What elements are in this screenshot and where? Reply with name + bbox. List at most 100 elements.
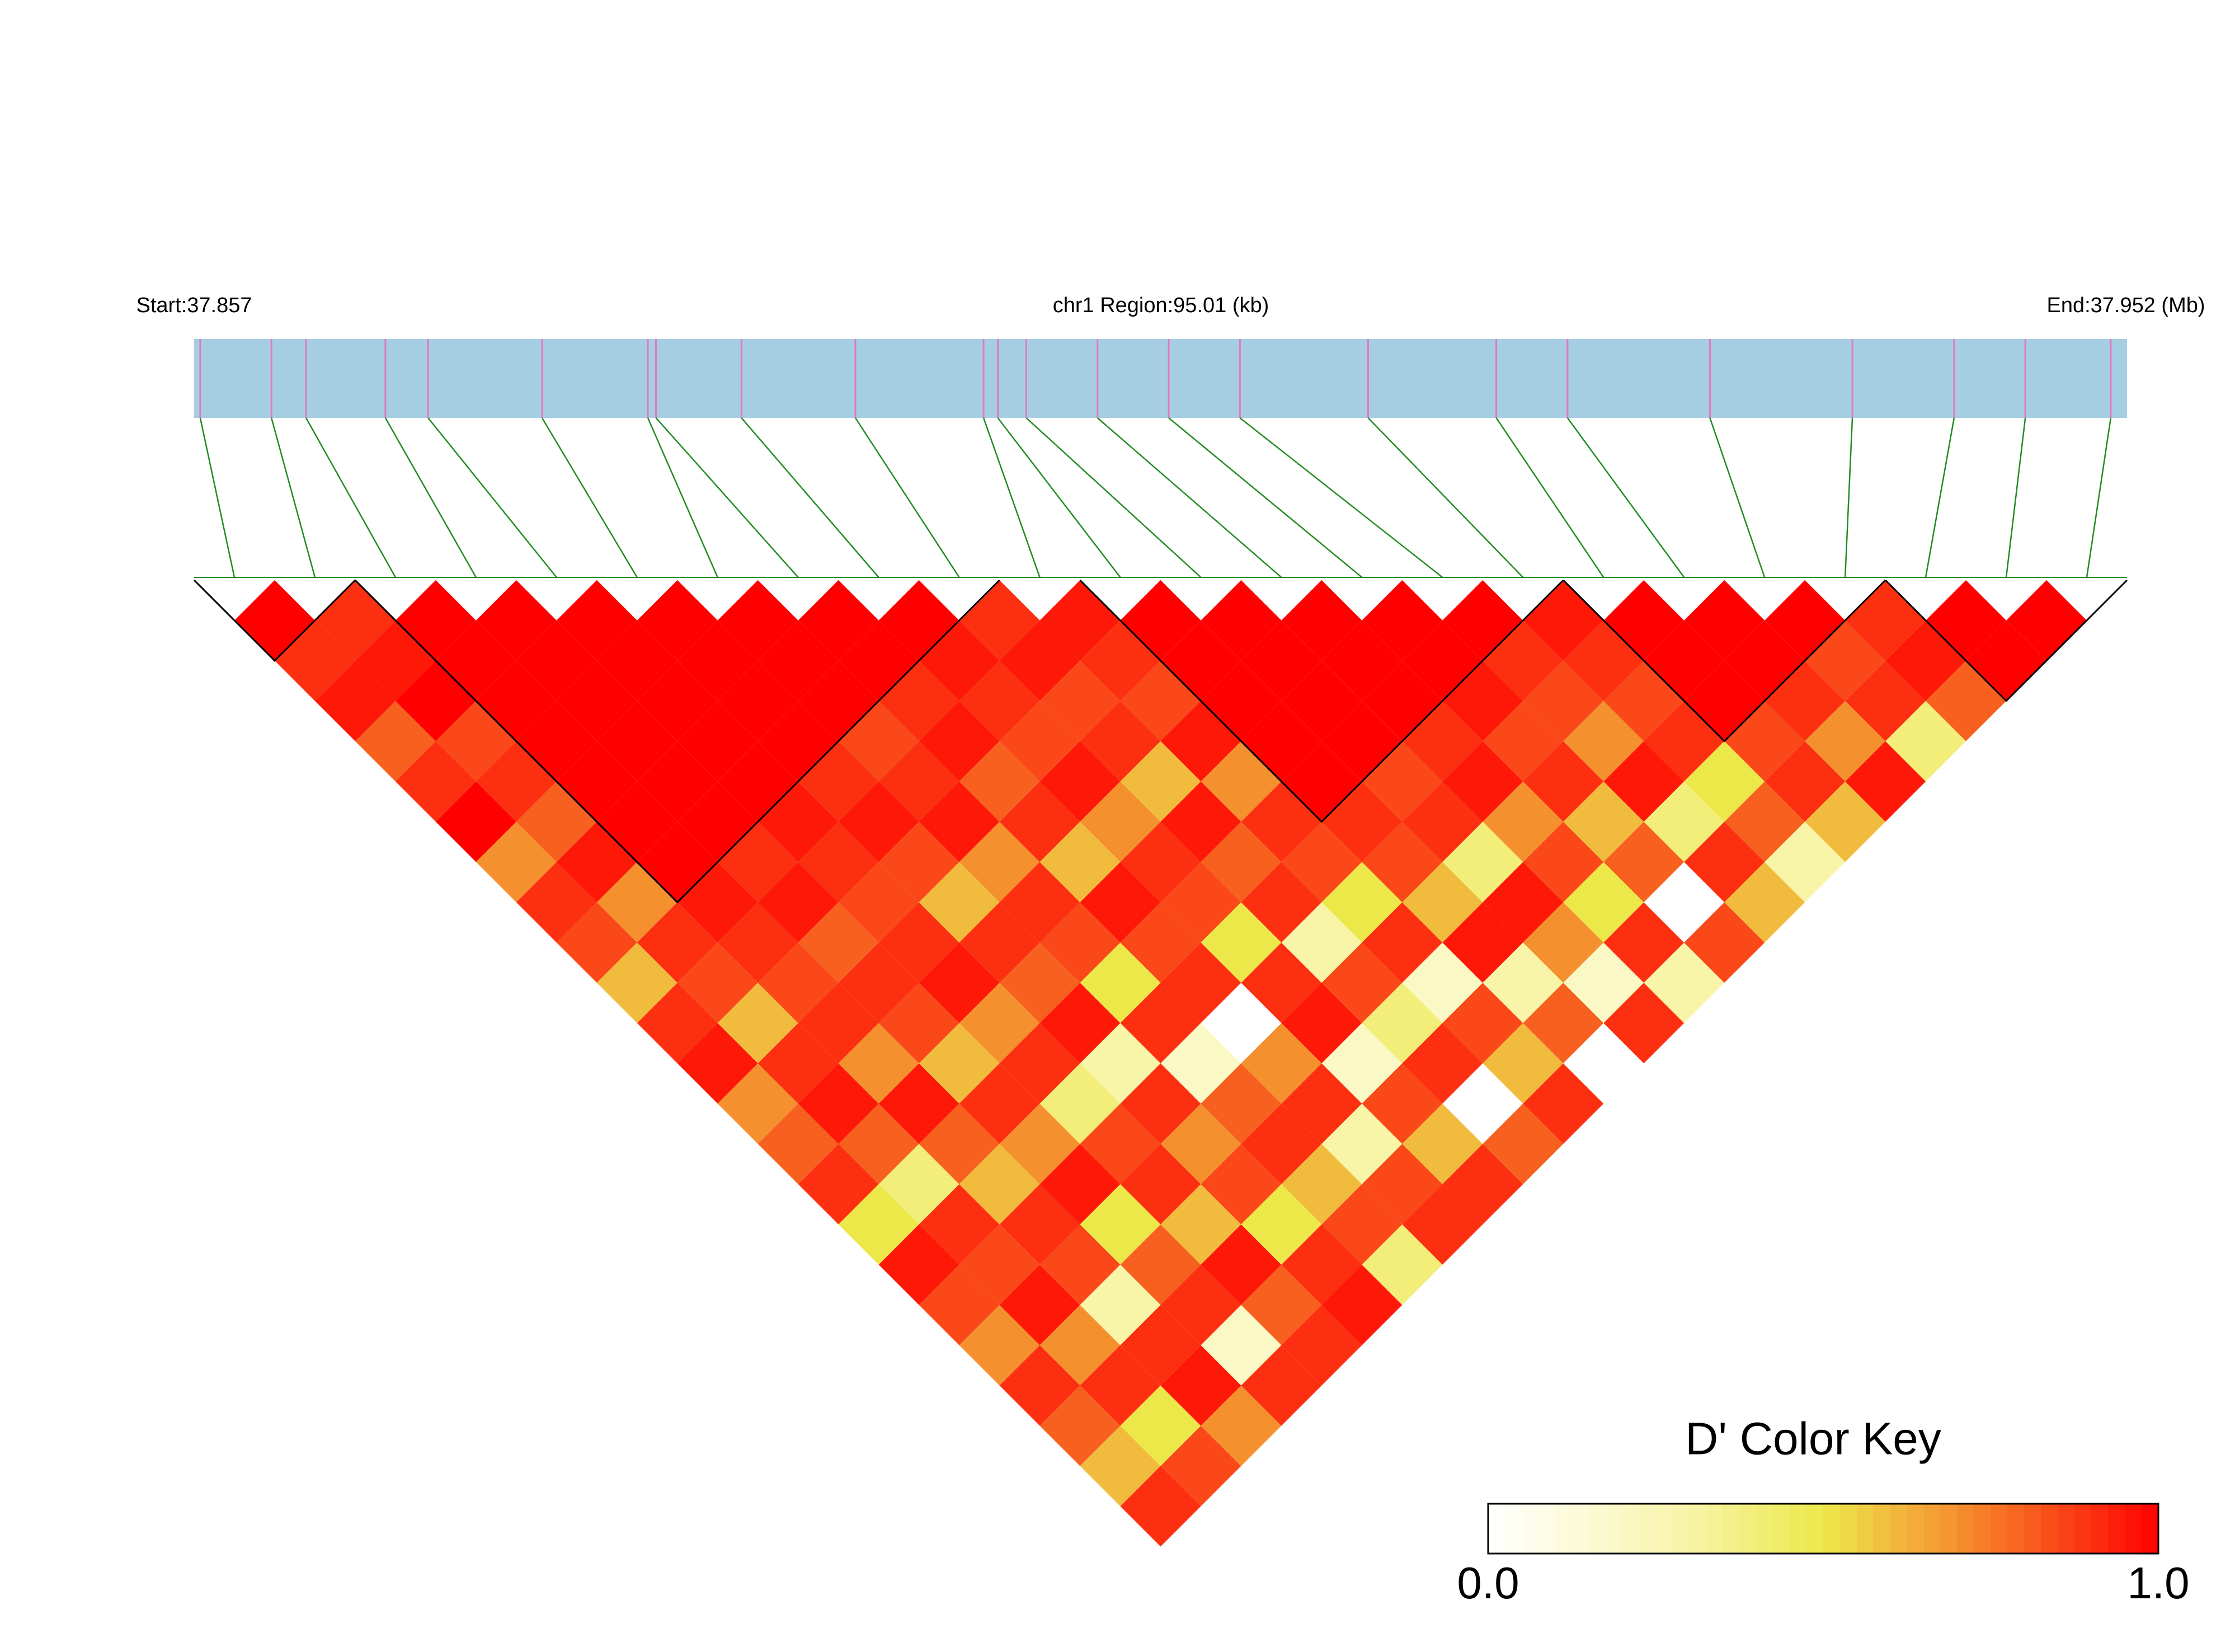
- key-swatch: [1655, 1504, 1673, 1554]
- ld-cell: [1080, 781, 1161, 862]
- key-swatch: [1823, 1504, 1841, 1554]
- key-frame: [1487, 1503, 2159, 1555]
- ld-cell: [395, 580, 476, 661]
- ld-cell: [757, 1023, 839, 1104]
- key-swatch: [1839, 1504, 1857, 1554]
- ld-cell: [637, 580, 718, 661]
- ld-cell: [1926, 660, 2007, 741]
- ld-cell: [556, 660, 637, 741]
- ld-cell: [1603, 821, 1685, 902]
- ld-cell: [1080, 862, 1161, 943]
- ld-cell: [1241, 620, 1322, 701]
- key-swatch: [1790, 1504, 1807, 1554]
- ld-cell: [717, 902, 798, 983]
- ld-cell: [1321, 700, 1403, 782]
- ld-cell: [1523, 1063, 1604, 1144]
- snp-link: [1168, 417, 1363, 578]
- ld-cell: [1483, 862, 1564, 943]
- key-swatch: [1723, 1504, 1740, 1554]
- ld-cell: [999, 781, 1080, 862]
- ld-cell: [1201, 741, 1282, 822]
- ld-cell: [959, 1305, 1040, 1386]
- ld-cell: [717, 660, 798, 741]
- snp-link: [997, 417, 1121, 578]
- ld-cell: [999, 862, 1080, 943]
- ld-cell: [959, 741, 1040, 822]
- snp-link: [270, 417, 316, 578]
- snp-link: [305, 417, 396, 578]
- ld-cell: [1724, 781, 1805, 862]
- ld-cell: [1885, 700, 1966, 782]
- ld-cell: [1201, 1305, 1282, 1386]
- ld-cell: [878, 821, 959, 902]
- ld-block: [1079, 579, 1564, 823]
- ld-cell: [355, 620, 436, 701]
- ld-cell: [1845, 660, 1926, 741]
- ld-cell: [1321, 1184, 1403, 1265]
- ld-cell: [959, 821, 1040, 902]
- ld-cell: [1120, 982, 1201, 1063]
- ld-cell: [878, 1063, 959, 1144]
- snp-link: [1367, 417, 1524, 578]
- ld-cell: [959, 982, 1040, 1063]
- ld-cell: [798, 1143, 879, 1225]
- ld-cell: [1563, 1023, 1644, 1104]
- ld-cell: [1160, 1023, 1241, 1104]
- key-swatch: [1739, 1504, 1757, 1554]
- key-swatch: [1588, 1504, 1606, 1554]
- ld-cell: [1201, 902, 1282, 983]
- ld-cell: [838, 1023, 919, 1104]
- key-swatch: [1957, 1504, 1975, 1554]
- ld-cell: [757, 942, 839, 1023]
- ld-cell: [1120, 660, 1201, 741]
- key-swatch: [2108, 1504, 2125, 1554]
- ld-cell: [1120, 821, 1201, 902]
- key-title: D' Color Key: [1685, 1414, 1941, 1465]
- key-swatch: [2058, 1504, 2075, 1554]
- ld-cell: [1160, 1425, 1241, 1507]
- ld-cell: [1442, 580, 1523, 661]
- key-swatch: [2041, 1504, 2058, 1554]
- ld-cell: [1442, 902, 1523, 983]
- snp-link: [1709, 417, 1766, 578]
- ld-cell: [1483, 1103, 1564, 1184]
- ld-cell: [999, 700, 1080, 782]
- ld-cell: [717, 982, 798, 1063]
- ld-cell: [1201, 1063, 1282, 1144]
- ld-cell: [959, 660, 1040, 741]
- key-swatch: [1672, 1504, 1690, 1554]
- ld-cell: [757, 862, 839, 943]
- key-tick-label: 1.0: [2127, 1558, 2189, 1608]
- ld-cell: [999, 1345, 1080, 1426]
- ld-cell: [1241, 1345, 1322, 1426]
- key-swatch: [2142, 1504, 2159, 1554]
- snp-link: [982, 417, 1041, 578]
- ld-cell: [1201, 821, 1282, 902]
- ld-cell: [1201, 1224, 1282, 1305]
- key-swatch: [1521, 1504, 1539, 1554]
- key-swatch: [1555, 1504, 1573, 1554]
- ld-cell: [1241, 1103, 1322, 1184]
- snp-link: [427, 417, 557, 578]
- ld-cell: [1805, 781, 1886, 862]
- ld-cell: [1603, 580, 1685, 661]
- ld-cell: [1483, 620, 1564, 701]
- ld-cell: [878, 902, 959, 983]
- key-swatch: [1856, 1504, 1874, 1554]
- ld-cell: [838, 862, 919, 943]
- ld-cell: [1483, 781, 1564, 862]
- ld-cell: [838, 1184, 919, 1265]
- ld-cell: [516, 862, 597, 943]
- snp-link: [647, 417, 718, 578]
- ld-cell: [1362, 660, 1443, 741]
- ld-cell: [959, 1063, 1040, 1144]
- ld-cell: [314, 660, 396, 741]
- ld-cell: [1201, 1385, 1282, 1466]
- ld-block: [193, 579, 356, 662]
- key-swatch: [1991, 1504, 2008, 1554]
- ld-cell: [1241, 942, 1322, 1023]
- ld-cell: [637, 660, 718, 741]
- region-bar: [194, 339, 2127, 418]
- ld-cell: [1563, 700, 1644, 782]
